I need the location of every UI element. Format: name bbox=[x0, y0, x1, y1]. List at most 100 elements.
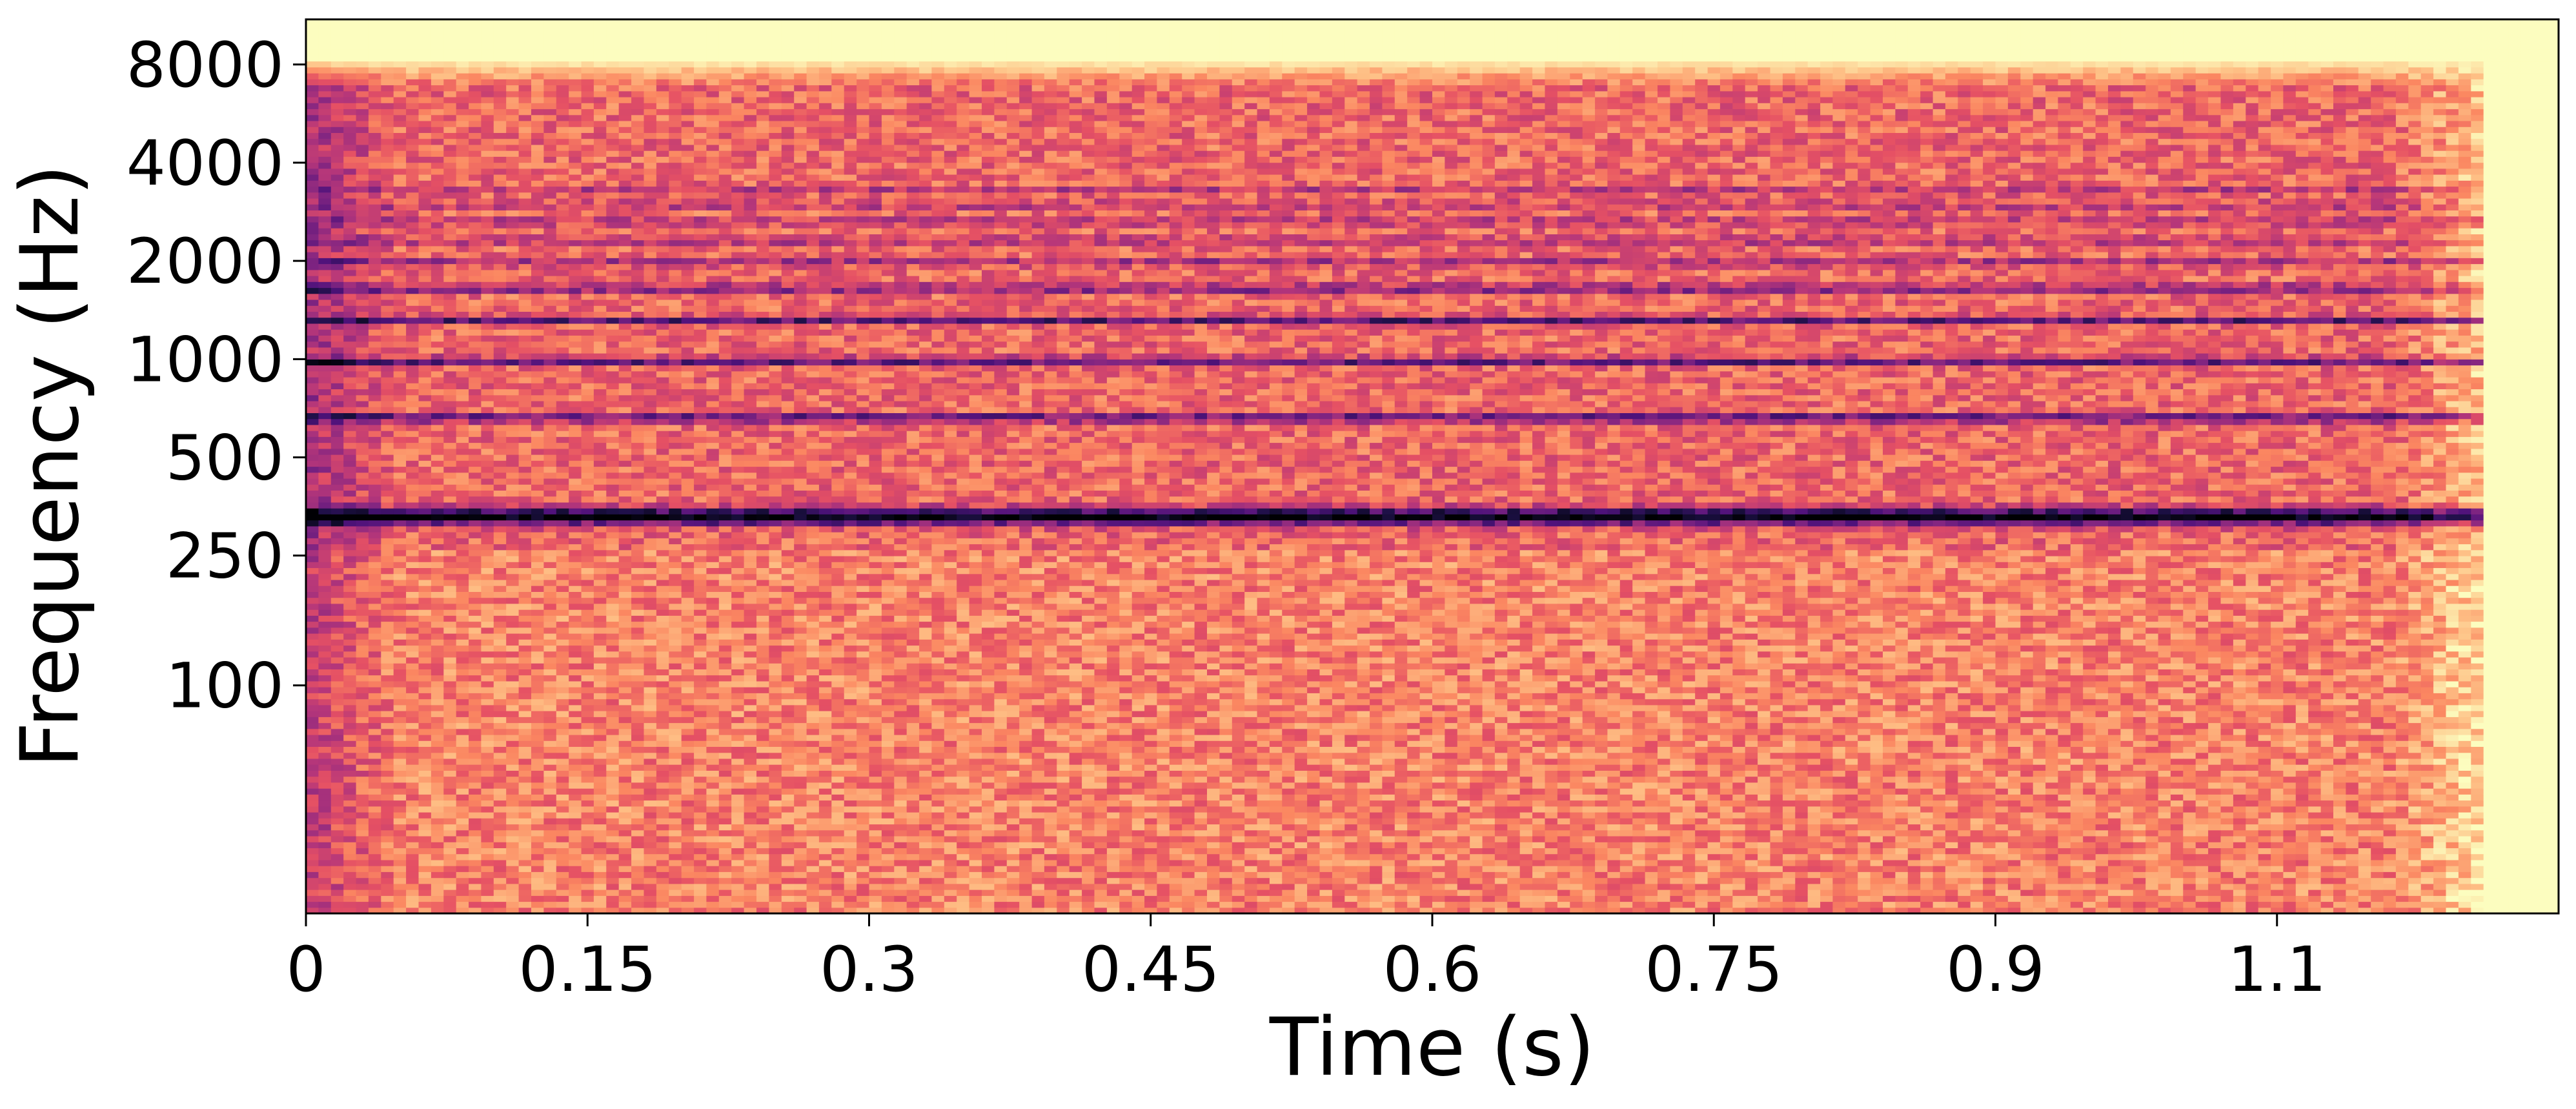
spectrogram-cell bbox=[431, 669, 444, 675]
spectrogram-cell bbox=[419, 341, 432, 348]
spectrogram-cell bbox=[543, 163, 556, 169]
spectrogram-cell bbox=[343, 598, 356, 604]
spectrogram-cell bbox=[356, 323, 369, 330]
spectrogram-cell bbox=[506, 228, 519, 234]
spectrogram-cell bbox=[369, 895, 381, 902]
spectrogram-cell bbox=[481, 568, 494, 575]
spectrogram-cell bbox=[419, 443, 432, 449]
spectrogram-cell bbox=[669, 365, 682, 372]
spectrogram-cell bbox=[694, 770, 707, 777]
spectrogram-cell bbox=[406, 681, 419, 687]
spectrogram-cell bbox=[394, 443, 407, 449]
spectrogram-cell bbox=[406, 520, 419, 527]
spectrogram-cell bbox=[694, 139, 707, 145]
spectrogram-cell bbox=[318, 270, 331, 276]
spectrogram-cell bbox=[543, 699, 556, 706]
spectrogram-cell bbox=[356, 187, 369, 193]
spectrogram-cell bbox=[494, 770, 507, 777]
spectrogram-cell bbox=[519, 753, 532, 759]
spectrogram-cell bbox=[369, 657, 381, 664]
spectrogram-cell bbox=[306, 490, 319, 496]
spectrogram-cell bbox=[406, 163, 419, 169]
spectrogram-cell bbox=[656, 574, 669, 580]
spectrogram-cell bbox=[506, 902, 519, 908]
spectrogram-cell bbox=[481, 705, 494, 711]
spectrogram-cell bbox=[694, 758, 707, 765]
spectrogram-cell bbox=[644, 496, 657, 503]
spectrogram-cell bbox=[694, 532, 707, 538]
spectrogram-cell bbox=[443, 228, 456, 234]
spectrogram-cell bbox=[343, 329, 356, 336]
spectrogram-cell bbox=[694, 204, 707, 210]
spectrogram-cell bbox=[531, 824, 544, 831]
spectrogram-cell bbox=[656, 264, 669, 270]
spectrogram-cell bbox=[594, 508, 607, 514]
spectrogram-cell bbox=[431, 449, 444, 455]
spectrogram-cell bbox=[619, 389, 632, 396]
spectrogram-cell bbox=[719, 699, 732, 706]
spectrogram-cell bbox=[631, 580, 644, 586]
spectrogram-cell bbox=[644, 311, 657, 318]
spectrogram-cell bbox=[381, 305, 394, 312]
spectrogram-cell bbox=[519, 806, 532, 813]
spectrogram-cell bbox=[369, 187, 381, 193]
spectrogram-cell bbox=[356, 115, 369, 121]
spectrogram-cell bbox=[669, 329, 682, 336]
spectrogram-cell bbox=[369, 848, 381, 854]
spectrogram-cell bbox=[343, 812, 356, 819]
spectrogram-cell bbox=[394, 341, 407, 348]
spectrogram-cell bbox=[469, 163, 482, 169]
spectrogram-cell bbox=[506, 25, 519, 32]
spectrogram-cell bbox=[443, 103, 456, 109]
spectrogram-cell bbox=[556, 502, 569, 509]
spectrogram-cell bbox=[419, 449, 432, 455]
spectrogram-cell bbox=[606, 687, 619, 693]
spectrogram-cell bbox=[706, 788, 719, 795]
spectrogram-cell bbox=[356, 568, 369, 575]
spectrogram-cell bbox=[644, 163, 657, 169]
spectrogram-cell bbox=[318, 210, 331, 217]
spectrogram-cell bbox=[519, 574, 532, 580]
spectrogram-cell bbox=[543, 210, 556, 217]
spectrogram-cell bbox=[306, 85, 319, 92]
spectrogram-cell bbox=[356, 454, 369, 461]
spectrogram-cell bbox=[419, 711, 432, 717]
spectrogram-cell bbox=[594, 758, 607, 765]
spectrogram-cell bbox=[644, 473, 657, 479]
spectrogram-cell bbox=[543, 777, 556, 783]
spectrogram-cell bbox=[706, 663, 719, 669]
spectrogram-cell bbox=[719, 890, 732, 896]
spectrogram-cell bbox=[669, 800, 682, 807]
spectrogram-cell bbox=[531, 764, 544, 771]
spectrogram-cell bbox=[531, 663, 544, 669]
spectrogram-cell bbox=[443, 895, 456, 902]
spectrogram-cell bbox=[531, 43, 544, 50]
spectrogram-cell bbox=[594, 395, 607, 402]
spectrogram-cell bbox=[381, 568, 394, 575]
spectrogram-cell bbox=[381, 467, 394, 473]
spectrogram-cell bbox=[318, 323, 331, 330]
spectrogram-cell bbox=[543, 91, 556, 97]
spectrogram-cell bbox=[631, 318, 644, 324]
spectrogram-cell bbox=[606, 150, 619, 157]
spectrogram-cell bbox=[443, 729, 456, 735]
spectrogram-cell bbox=[519, 163, 532, 169]
spectrogram-cell bbox=[569, 431, 582, 437]
spectrogram-cell bbox=[506, 550, 519, 556]
spectrogram-cell bbox=[343, 639, 356, 646]
spectrogram-cell bbox=[431, 854, 444, 860]
spectrogram-cell bbox=[331, 91, 344, 97]
spectrogram-cell bbox=[694, 860, 707, 866]
spectrogram-cell bbox=[582, 646, 594, 652]
spectrogram-cell bbox=[506, 436, 519, 443]
spectrogram-cell bbox=[519, 568, 532, 575]
spectrogram-cell bbox=[694, 467, 707, 473]
spectrogram-cell bbox=[543, 347, 556, 354]
spectrogram-cell bbox=[519, 55, 532, 61]
spectrogram-cell bbox=[419, 568, 432, 575]
spectrogram-cell bbox=[694, 824, 707, 831]
spectrogram-cell bbox=[682, 412, 695, 419]
spectrogram-cell bbox=[594, 777, 607, 783]
spectrogram-cell bbox=[543, 377, 556, 383]
spectrogram-cell bbox=[619, 311, 632, 318]
